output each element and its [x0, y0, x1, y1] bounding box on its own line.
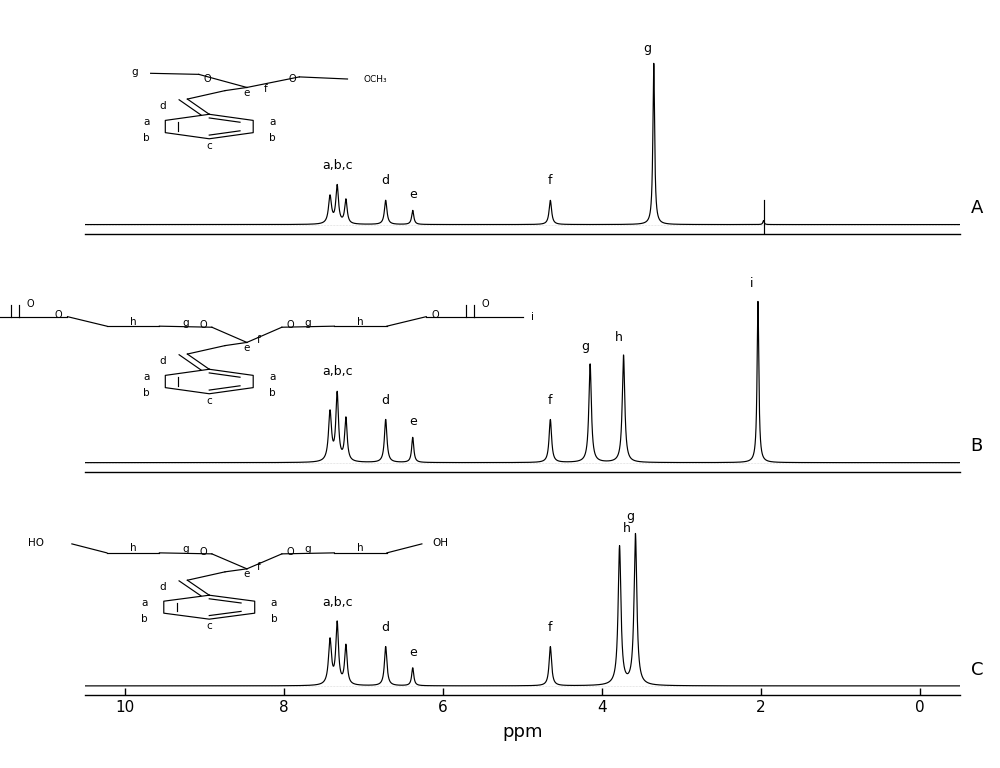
Text: e: e	[244, 569, 250, 579]
Text: d: d	[160, 101, 166, 111]
Text: O: O	[289, 74, 296, 84]
Text: g: g	[627, 510, 635, 523]
Text: O: O	[26, 300, 34, 310]
Text: b: b	[143, 133, 150, 143]
Text: b: b	[271, 614, 277, 624]
Text: O: O	[481, 300, 489, 310]
Text: d: d	[160, 356, 166, 366]
Text: h: h	[615, 331, 623, 343]
Text: OH: OH	[432, 538, 448, 548]
Text: f: f	[257, 336, 261, 346]
Text: a,b,c: a,b,c	[322, 158, 352, 171]
Text: a: a	[141, 598, 148, 608]
Text: g: g	[305, 318, 311, 328]
Text: OCH₃: OCH₃	[363, 74, 387, 84]
Text: f: f	[548, 174, 553, 187]
Text: f: f	[264, 84, 268, 94]
Text: a,b,c: a,b,c	[322, 366, 352, 379]
Text: e: e	[244, 88, 250, 98]
Text: d: d	[382, 174, 390, 187]
Text: O: O	[55, 310, 63, 320]
Text: A: A	[970, 200, 983, 217]
Text: d: d	[160, 581, 166, 591]
Text: d: d	[382, 621, 390, 634]
Text: i: i	[531, 312, 534, 322]
Text: C: C	[970, 661, 983, 679]
Text: b: b	[141, 614, 148, 624]
Text: d: d	[382, 393, 390, 406]
Text: O: O	[199, 320, 207, 330]
Text: a,b,c: a,b,c	[322, 596, 352, 609]
Text: O: O	[199, 547, 207, 557]
Text: e: e	[244, 343, 250, 353]
Text: e: e	[409, 187, 417, 200]
Text: f: f	[548, 393, 553, 406]
Text: O: O	[431, 310, 439, 320]
Text: O: O	[287, 547, 294, 557]
Text: f: f	[257, 562, 261, 572]
Text: O: O	[287, 320, 294, 330]
Text: f: f	[548, 621, 553, 634]
Text: B: B	[970, 438, 983, 455]
Text: h: h	[357, 316, 364, 326]
Text: g: g	[581, 339, 589, 353]
Text: e: e	[409, 646, 417, 659]
Text: b: b	[143, 388, 150, 398]
Text: c: c	[206, 621, 212, 631]
Text: c: c	[206, 396, 212, 406]
X-axis label: ppm: ppm	[502, 723, 543, 741]
Text: g: g	[182, 318, 189, 328]
Text: a: a	[271, 598, 277, 608]
Text: e: e	[409, 415, 417, 428]
Text: h: h	[357, 544, 364, 554]
Text: a: a	[143, 118, 149, 127]
Text: h: h	[130, 544, 136, 554]
Text: c: c	[206, 141, 212, 151]
Text: g: g	[305, 545, 311, 554]
Text: g: g	[132, 68, 138, 78]
Text: b: b	[269, 133, 276, 143]
Text: g: g	[182, 545, 189, 554]
Text: a: a	[269, 118, 275, 127]
Text: b: b	[269, 388, 276, 398]
Text: a: a	[143, 372, 149, 382]
Text: HO: HO	[28, 538, 44, 548]
Text: O: O	[203, 74, 211, 84]
Text: a: a	[269, 372, 275, 382]
Text: i: i	[750, 277, 753, 290]
Text: h: h	[130, 316, 136, 326]
Text: h: h	[623, 522, 631, 535]
Text: g: g	[643, 42, 651, 55]
